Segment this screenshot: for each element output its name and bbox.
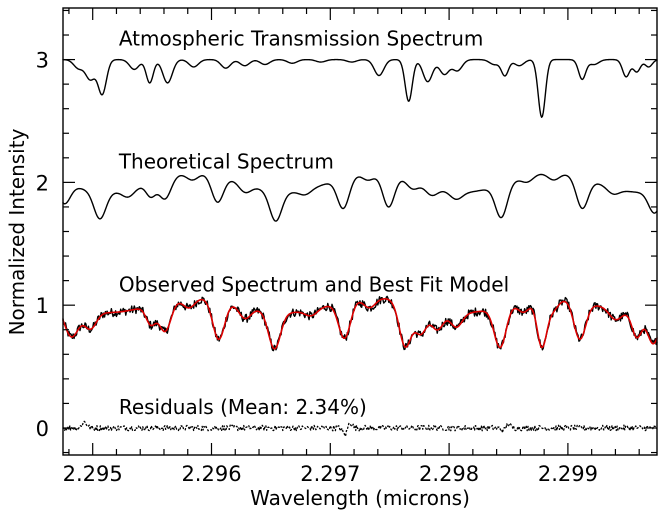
y-axis-label: Normalized Intensity bbox=[5, 128, 29, 335]
plot-frame bbox=[63, 8, 657, 455]
annotation-atm: Atmospheric Transmission Spectrum bbox=[119, 27, 484, 51]
series-atmospheric-line bbox=[63, 60, 657, 118]
x-axis-label: Wavelength (microns) bbox=[250, 486, 470, 510]
y-tick-label: 3 bbox=[36, 49, 49, 73]
x-tick-label: 2.299 bbox=[538, 462, 598, 486]
series-residuals-line bbox=[63, 421, 657, 436]
data-layer bbox=[63, 60, 657, 437]
series-theoretical-line bbox=[63, 174, 657, 221]
x-tick-label: 2.298 bbox=[419, 462, 479, 486]
y-tick-label: 1 bbox=[36, 294, 49, 318]
x-tick-label: 2.295 bbox=[63, 462, 123, 486]
y-tick-label: 2 bbox=[36, 171, 49, 195]
annotation-res: Residuals (Mean: 2.34%) bbox=[119, 395, 367, 419]
annotation-layer: Atmospheric Transmission Spectrum Theoret… bbox=[118, 27, 509, 419]
annotation-obs: Observed Spectrum and Best Fit Model bbox=[119, 272, 509, 296]
x-tick-label: 2.297 bbox=[300, 462, 360, 486]
annotation-theo: Theoretical Spectrum bbox=[118, 150, 334, 174]
x-tick-label: 2.296 bbox=[181, 462, 241, 486]
y-tick-label: 0 bbox=[36, 417, 49, 441]
